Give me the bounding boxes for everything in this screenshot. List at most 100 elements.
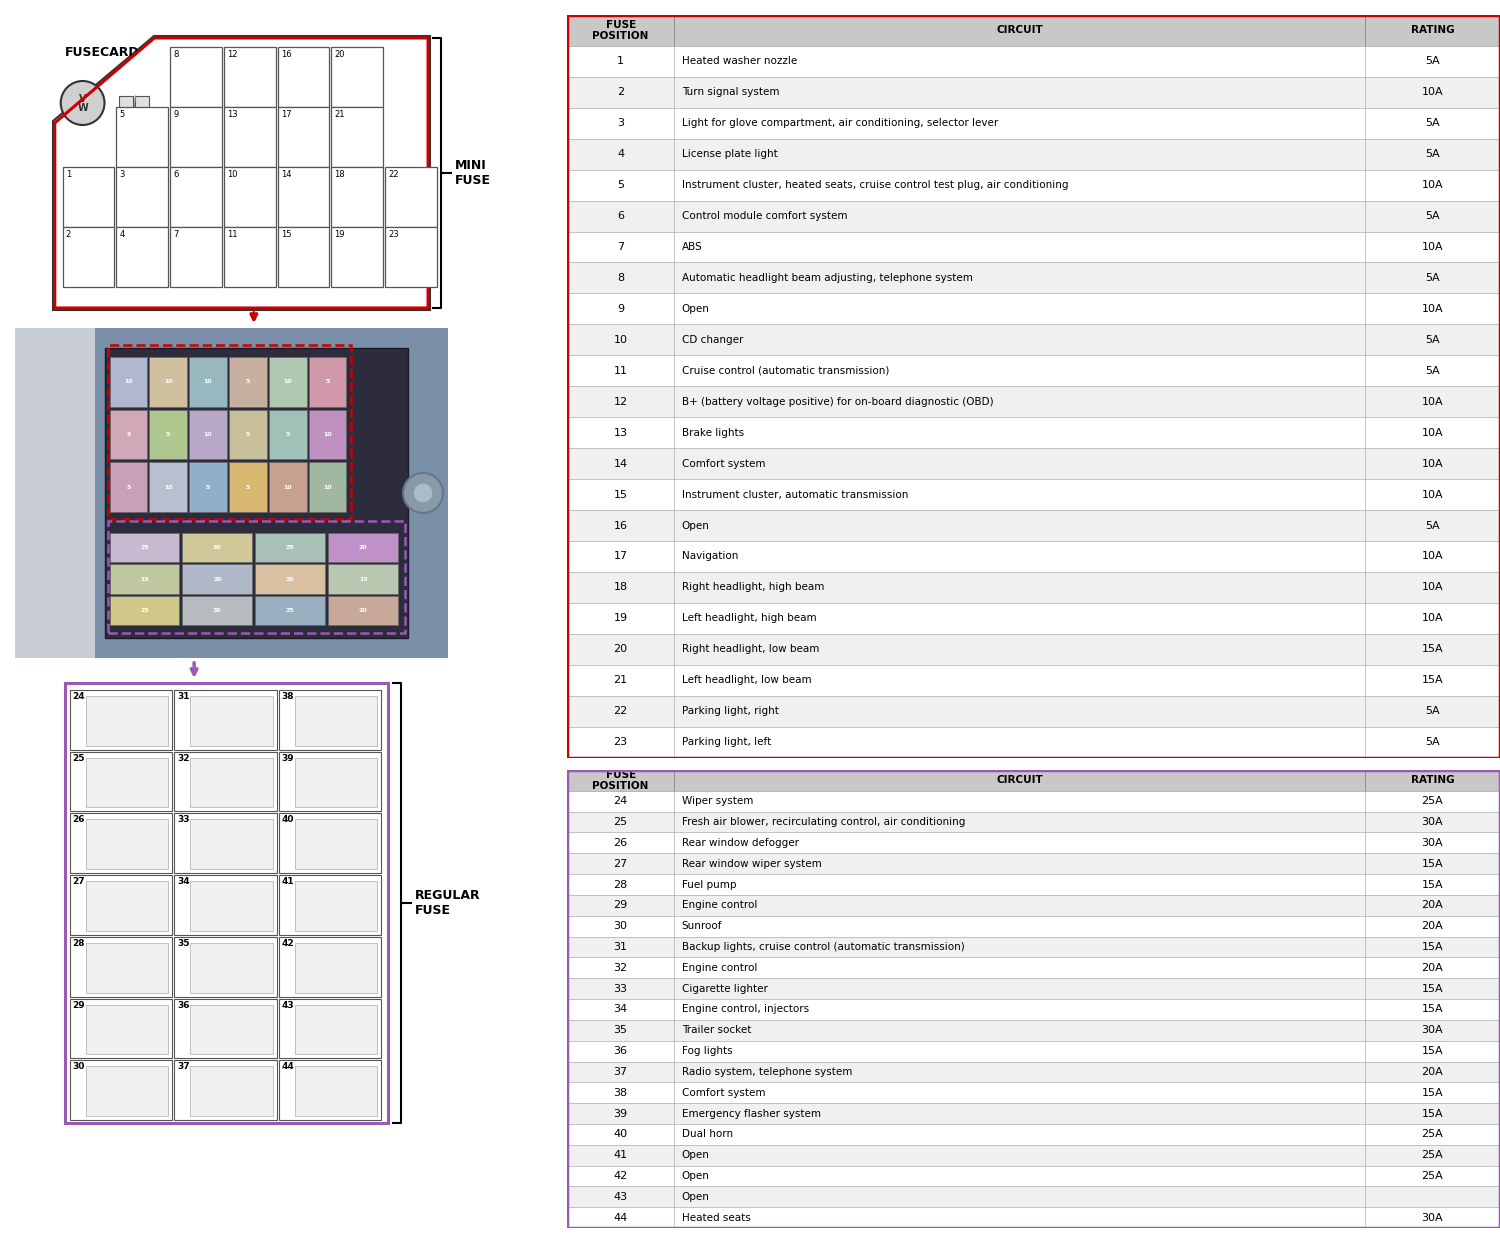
Text: 10A: 10A xyxy=(1422,551,1443,562)
Bar xyxy=(328,595,398,625)
Text: 25A: 25A xyxy=(1422,1150,1443,1160)
Bar xyxy=(567,1186,675,1207)
Bar xyxy=(332,47,384,106)
Bar xyxy=(1365,77,1500,108)
Bar xyxy=(255,595,326,625)
Bar xyxy=(1365,916,1500,937)
Bar xyxy=(1365,448,1500,479)
Bar xyxy=(230,463,267,513)
Text: 10A: 10A xyxy=(1422,180,1443,191)
Text: 27: 27 xyxy=(72,878,86,886)
Bar xyxy=(675,1186,1365,1207)
Text: 15A: 15A xyxy=(1422,1108,1443,1119)
Text: Right headlight, low beam: Right headlight, low beam xyxy=(682,644,819,655)
Bar xyxy=(278,167,330,227)
Text: 39: 39 xyxy=(282,754,294,763)
Text: 24: 24 xyxy=(614,796,628,806)
Text: 9: 9 xyxy=(172,110,178,119)
Text: 5A: 5A xyxy=(1425,56,1440,67)
Bar xyxy=(110,410,147,459)
Bar xyxy=(63,227,114,287)
Bar xyxy=(675,874,1365,895)
Bar xyxy=(567,957,675,978)
Bar xyxy=(567,1207,675,1228)
Polygon shape xyxy=(53,36,430,310)
Bar xyxy=(567,895,675,916)
Text: 15: 15 xyxy=(614,489,627,500)
Bar xyxy=(567,201,675,232)
Bar xyxy=(174,999,276,1058)
Bar xyxy=(1365,978,1500,999)
Bar xyxy=(675,1041,1365,1061)
Bar xyxy=(278,106,330,167)
Text: 10: 10 xyxy=(614,334,627,345)
Bar xyxy=(567,108,675,139)
Bar xyxy=(1365,1020,1500,1041)
Bar xyxy=(332,167,384,227)
Bar xyxy=(268,357,306,407)
Text: Light for glove compartment, air conditioning, selector lever: Light for glove compartment, air conditi… xyxy=(682,118,998,129)
Bar xyxy=(279,813,381,873)
Bar xyxy=(150,410,188,459)
Bar xyxy=(675,324,1365,355)
Bar xyxy=(1365,957,1500,978)
Bar xyxy=(567,603,675,634)
Text: 10: 10 xyxy=(322,432,332,437)
Text: RATING: RATING xyxy=(1410,775,1454,785)
Bar xyxy=(567,1124,675,1145)
Bar xyxy=(230,410,267,459)
Text: Instrument cluster, automatic transmission: Instrument cluster, automatic transmissi… xyxy=(682,489,908,500)
Bar xyxy=(294,820,378,869)
Text: CIRCUIT: CIRCUIT xyxy=(996,25,1042,36)
Circle shape xyxy=(60,80,105,125)
Bar xyxy=(675,634,1365,665)
Bar xyxy=(190,1066,273,1115)
Bar xyxy=(567,355,675,386)
Bar xyxy=(675,355,1365,386)
Text: 10: 10 xyxy=(322,485,332,490)
Bar xyxy=(190,881,273,931)
Text: 5: 5 xyxy=(326,379,330,384)
Bar xyxy=(110,534,180,562)
Bar xyxy=(15,328,94,659)
Bar xyxy=(567,448,675,479)
Text: Comfort system: Comfort system xyxy=(682,1088,765,1098)
Text: Emergency flasher system: Emergency flasher system xyxy=(682,1108,820,1119)
Text: 30A: 30A xyxy=(1422,1025,1443,1035)
Text: FUSE
POSITION: FUSE POSITION xyxy=(592,20,650,41)
Bar xyxy=(174,1060,276,1120)
Bar xyxy=(567,1082,675,1103)
Text: 25A: 25A xyxy=(1422,796,1443,806)
Bar xyxy=(1365,791,1500,812)
Bar xyxy=(190,758,273,807)
Bar xyxy=(1365,895,1500,916)
Bar xyxy=(675,139,1365,170)
Text: 10: 10 xyxy=(284,485,292,490)
Bar xyxy=(675,77,1365,108)
Bar xyxy=(1365,293,1500,324)
Text: 5A: 5A xyxy=(1425,149,1440,160)
Text: 20: 20 xyxy=(213,577,222,582)
Text: 25: 25 xyxy=(286,608,294,613)
Text: 15A: 15A xyxy=(1422,1004,1443,1014)
Bar xyxy=(86,820,168,869)
Bar xyxy=(567,510,675,541)
Bar xyxy=(567,770,675,791)
Bar xyxy=(279,751,381,811)
Text: 10: 10 xyxy=(204,432,213,437)
Text: 10A: 10A xyxy=(1422,87,1443,98)
Bar xyxy=(170,167,222,227)
Text: 5A: 5A xyxy=(1425,272,1440,284)
Text: Engine control: Engine control xyxy=(682,900,758,910)
Text: 15: 15 xyxy=(140,577,148,582)
Bar xyxy=(268,463,306,513)
Bar xyxy=(255,534,326,562)
Text: 16: 16 xyxy=(280,50,291,59)
Text: 20A: 20A xyxy=(1422,963,1443,973)
Bar xyxy=(1365,853,1500,874)
Bar xyxy=(675,1103,1365,1124)
Text: 25: 25 xyxy=(72,754,86,763)
Bar xyxy=(567,77,675,108)
Bar xyxy=(86,758,168,807)
Text: 15A: 15A xyxy=(1422,675,1443,686)
